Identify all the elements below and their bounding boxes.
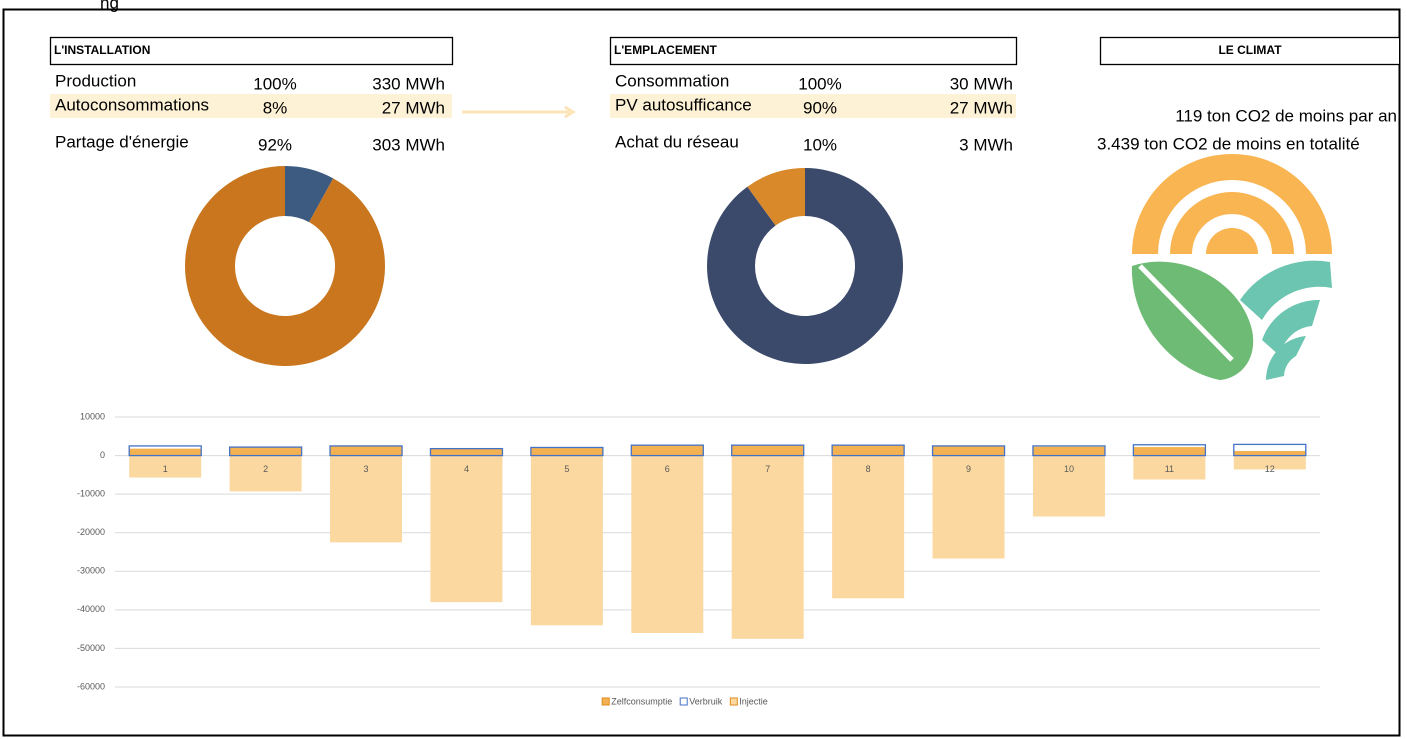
climat-panel: LE CLIMAT 119 ton CO2 de moins par an 3.43… (1097, 38, 1407, 154)
y-tick-label: 10000 (80, 411, 105, 421)
y-tick-label: -40000 (77, 604, 105, 614)
legend-item: Zelfconsumptie (602, 696, 672, 706)
row-percent: 100% (253, 74, 296, 93)
row-percent: 100% (798, 74, 841, 93)
x-tick-label: 1 (163, 464, 168, 474)
row-label: Autoconsommations (55, 95, 209, 114)
legend-label: Verbruik (689, 696, 723, 706)
x-tick-label: 11 (1165, 464, 1174, 474)
row-label-clip: Consommation (615, 71, 729, 90)
climat-line: 3.439 ton CO2 de moins en totalité (1097, 134, 1360, 153)
bar (732, 456, 804, 639)
row-label: PV autosufficance (615, 95, 752, 114)
x-tick-label: 3 (364, 464, 369, 474)
legend-item: Injectie (730, 696, 768, 706)
top-text: ng (100, 0, 119, 12)
x-tick-label: 6 (665, 464, 670, 474)
climat-line: 119 ton CO2 de moins par an (1175, 106, 1397, 125)
y-tick-label: -20000 (77, 527, 105, 537)
row-label: Achat du réseau (615, 132, 739, 151)
row-energy: 27 MWh (382, 98, 445, 117)
bar (330, 446, 402, 455)
bar (230, 447, 302, 455)
row-label-clip: Partage d'énergie (55, 132, 189, 151)
bar (732, 446, 804, 456)
row-percent: 90% (803, 98, 837, 117)
row-label: Production (55, 71, 136, 90)
row-energy: 303 MWh (372, 135, 445, 154)
x-tick-label: 10 (1064, 464, 1074, 474)
row-energy: 330 MWh (372, 74, 445, 93)
legend-item: Verbruik (680, 696, 723, 706)
y-tick-label: -50000 (77, 643, 105, 653)
bar (832, 456, 904, 599)
row-percent: 10% (803, 135, 837, 154)
bar (832, 446, 904, 456)
header-title: LE CLIMAT (1218, 43, 1282, 57)
legend-swatch (680, 698, 687, 705)
row-percent: 8% (263, 98, 288, 117)
bar (1033, 447, 1105, 456)
row-energy: 30 MWh (950, 74, 1013, 93)
row-label-clip: Achat du réseau (615, 132, 739, 151)
arrow (462, 107, 573, 117)
row-label-clip: Production (55, 71, 136, 90)
row-label: Partage d'énergie (55, 132, 189, 151)
bar (631, 446, 703, 456)
row-label-clip: PV autosufficance (615, 95, 752, 114)
x-tick-label: 5 (564, 464, 569, 474)
row-percent: 92% (258, 135, 292, 154)
legend-swatch (730, 698, 737, 705)
legend-swatch (602, 698, 609, 705)
row-label: Consommation (615, 71, 729, 90)
header-title: L'EMPLACEMENT (614, 43, 718, 57)
bar (531, 456, 603, 626)
legend-label: Zelfconsumptie (611, 696, 672, 706)
row-energy: 3 MWh (959, 135, 1013, 154)
x-tick-label: 12 (1265, 464, 1275, 474)
bar (430, 449, 502, 456)
bar (631, 456, 703, 633)
x-tick-label: 8 (866, 464, 871, 474)
bar (531, 448, 603, 456)
row-energy: 27 MWh (950, 98, 1013, 117)
bar (1133, 447, 1205, 455)
row-label-clip: Autoconsommations (55, 95, 209, 114)
x-tick-label: 4 (464, 464, 469, 474)
y-tick-label: -60000 (77, 681, 105, 691)
header-title: L'INSTALLATION (54, 43, 150, 57)
climate-logo (1132, 154, 1332, 380)
donut-segment (707, 168, 903, 364)
legend-label: Injectie (739, 696, 768, 706)
bar (430, 456, 502, 603)
x-tick-label: 7 (765, 464, 770, 474)
y-tick-label: 0 (100, 450, 105, 460)
y-tick-label: -10000 (77, 489, 105, 499)
x-tick-label: 2 (263, 464, 268, 474)
bar (129, 449, 201, 456)
dashboard: ng L'INSTALLATIONProduction100%330 MWhAu… (0, 0, 1407, 739)
x-tick-label: 9 (966, 464, 971, 474)
bar (1234, 451, 1306, 456)
bar (933, 446, 1005, 455)
y-tick-label: -30000 (77, 566, 105, 576)
